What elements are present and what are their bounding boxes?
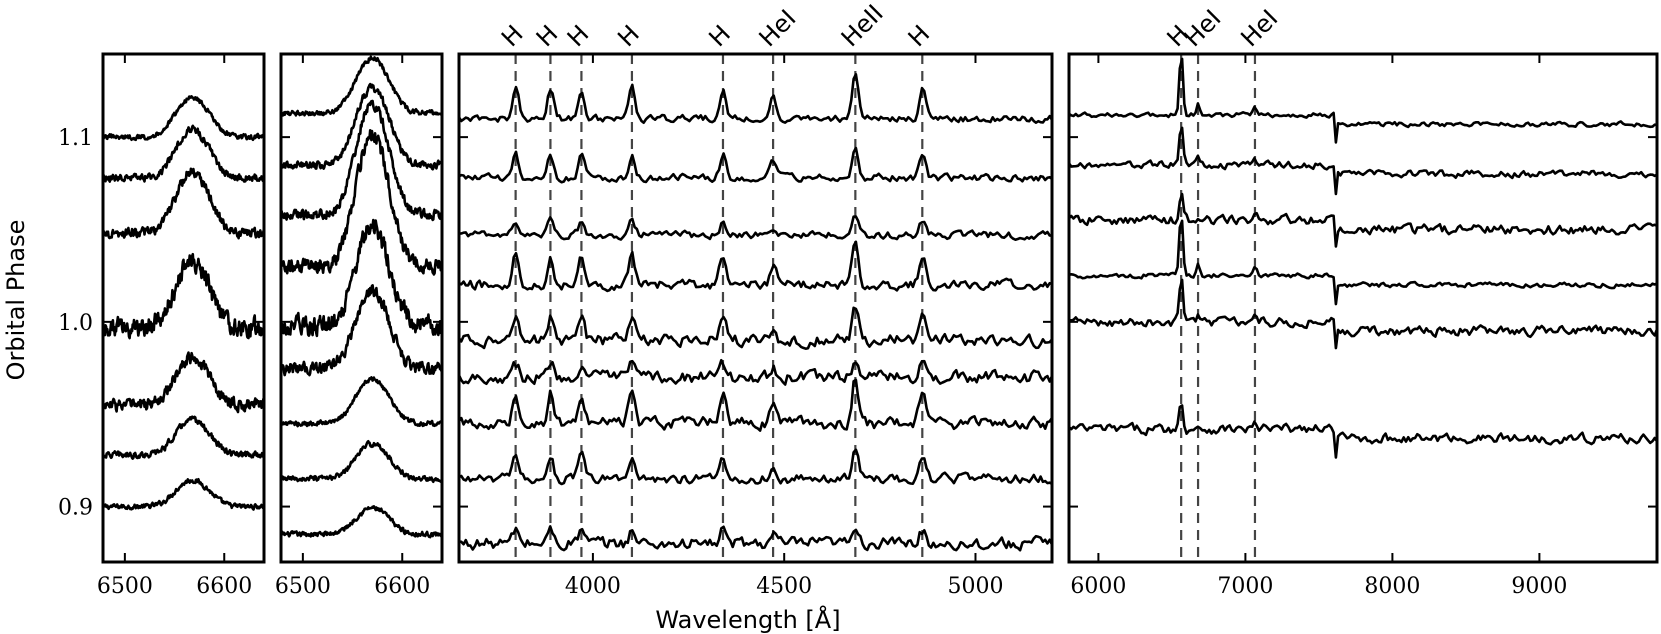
spectrum-line [281, 129, 442, 276]
x-tick-label: 6600 [374, 574, 430, 599]
line-marker-label: HeI [1235, 4, 1283, 52]
spectrum-line [103, 124, 264, 183]
spectrum-line [103, 252, 264, 340]
line-marker-label: H [903, 20, 936, 53]
spectrum-line [459, 240, 1052, 293]
panel-frame [1067, 52, 1659, 564]
x-tick-label: 8000 [1364, 574, 1420, 599]
spectrum-line [459, 448, 1052, 486]
line-marker-label: H [703, 20, 736, 53]
line-marker-label: H [562, 20, 595, 53]
spectrum-line [281, 504, 442, 539]
spectrum-line [103, 415, 264, 460]
x-tick-label: 4000 [565, 574, 621, 599]
y-tick-label: 0.9 [58, 496, 93, 521]
x-tick-label: 7000 [1217, 574, 1273, 599]
spectrum-line [281, 99, 442, 222]
spectrum-line [1069, 126, 1657, 196]
spectrum-line [281, 376, 442, 428]
spectrum-line [281, 439, 442, 484]
panel-2: 6500 6600 [275, 52, 444, 599]
spectrum-line [1069, 57, 1657, 144]
x-tick-label: 6600 [196, 574, 252, 599]
spectrum-line [459, 73, 1052, 124]
x-tick-label: 4500 [756, 574, 812, 599]
y-axis-label: Orbital Phase [2, 220, 30, 381]
x-tick-label: 6000 [1070, 574, 1126, 599]
y-tick-label: 1.1 [58, 126, 93, 151]
spectrum-line [281, 284, 442, 377]
spectrum-line [1069, 219, 1657, 306]
spectrum-line [281, 55, 442, 117]
line-marker-label: H [496, 20, 529, 53]
y-tick-label: 1.0 [58, 311, 93, 336]
spectrum-line [459, 215, 1052, 241]
line-marker-label: HeI [754, 4, 802, 52]
spectrum-line [281, 82, 442, 171]
spectrum-line [103, 351, 264, 414]
spectrum-line [103, 477, 264, 511]
spectrum-line [459, 146, 1052, 184]
x-tick-label: 6500 [275, 574, 331, 599]
x-tick-label: 9000 [1511, 574, 1567, 599]
spectrum-line [459, 378, 1052, 432]
panel-frame [279, 52, 444, 564]
panel-1: 6500 6600 0.9 1.0 1.1 [58, 52, 266, 599]
spectrum-line [1069, 278, 1657, 350]
spectrum-line [1069, 192, 1657, 248]
spectrum-line [281, 218, 442, 338]
spectrum-line [459, 525, 1052, 552]
x-tick-label: 5000 [947, 574, 1003, 599]
x-tick-label: 6500 [97, 574, 153, 599]
panel-frame [457, 52, 1054, 564]
x-axis-label: Wavelength [Å] [655, 605, 840, 634]
spectrum-line [459, 358, 1052, 386]
spectrum-line [103, 95, 264, 142]
panel-frame [101, 52, 266, 564]
spectrum-line [103, 167, 264, 240]
spectrum-line [1069, 404, 1657, 459]
line-marker-label: H [612, 20, 645, 53]
line-marker-label: HeII [836, 0, 889, 52]
line-marker-label: H [531, 20, 564, 53]
spectrum-line [459, 306, 1052, 351]
